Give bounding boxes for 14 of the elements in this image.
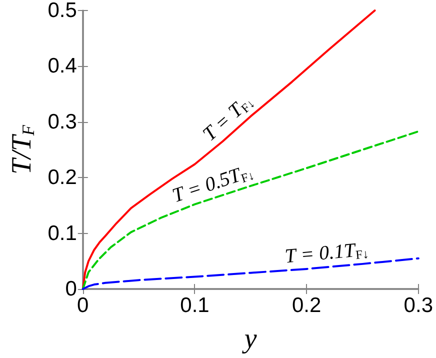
- y-tick-label: 0.1: [48, 222, 77, 245]
- x-tick-label: 0.2: [292, 294, 322, 317]
- text: T = TF↓: [198, 96, 258, 146]
- x-tick-label: 0.1: [180, 294, 210, 317]
- text: T = 0.1TF↓: [284, 239, 370, 268]
- y-tick-label: 0.5: [48, 0, 77, 22]
- y-axis-title: T/TF: [6, 124, 38, 175]
- x-tick-label: 0.3: [404, 294, 434, 317]
- x-axis-title: y: [241, 324, 258, 354]
- y-tick-label: 0.2: [48, 166, 77, 190]
- text: T = 0.5TF↓: [170, 164, 256, 208]
- y-tick-label: 0: [65, 278, 77, 300]
- y-tick-label: 0.3: [48, 110, 77, 134]
- y-tick-label: 0.4: [48, 54, 78, 78]
